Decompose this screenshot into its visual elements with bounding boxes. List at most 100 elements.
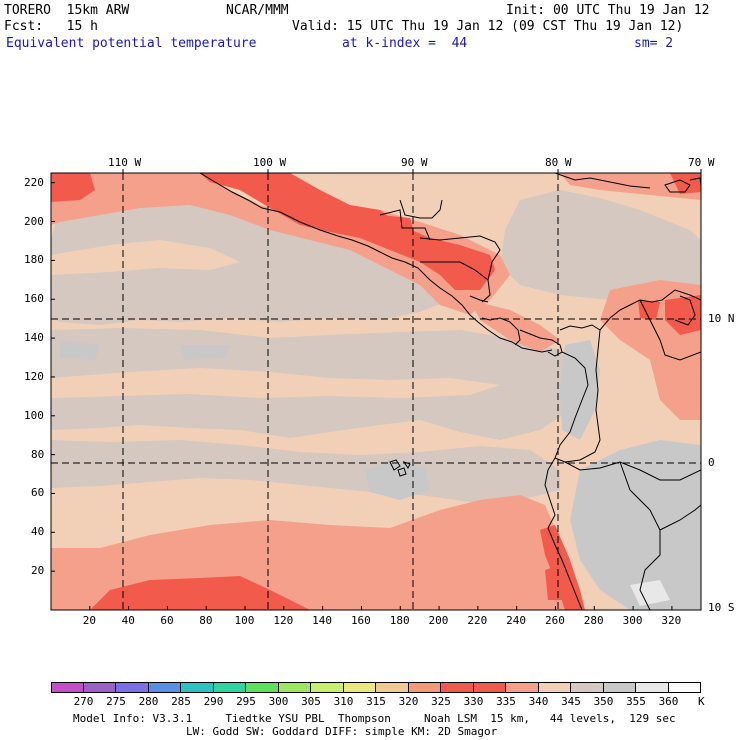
x-tick-label: 160 — [350, 614, 371, 627]
colorbar-level-label: 355 — [626, 695, 646, 708]
panama-coast — [519, 329, 563, 357]
top-ticks — [122, 169, 702, 173]
light-grey-amazon — [630, 580, 670, 606]
colorbar-cell — [116, 683, 149, 693]
colorbar-cell — [181, 683, 214, 693]
x-tick-label: 320 — [661, 614, 682, 627]
salmon-costa-rica — [470, 300, 560, 352]
colorbar-cell — [343, 683, 376, 693]
forecast-hour: Fcst: 15 h — [4, 19, 98, 34]
x-tick-label: 220 — [467, 614, 488, 627]
cuba-coast — [554, 173, 651, 189]
colorbar-cell — [538, 683, 571, 693]
grey-dark-pacific-2 — [180, 345, 230, 360]
colorbar-cell — [311, 683, 344, 693]
colorbar-level-label: 330 — [463, 695, 484, 708]
red-south-pacific — [90, 576, 310, 610]
lon-label-100w: 100 W — [253, 156, 287, 169]
lon-label-80w: 80 W — [545, 156, 572, 169]
ecuador-border — [564, 461, 701, 481]
grey-dark-galapagos — [365, 462, 430, 500]
colorbar-level-label: 290 — [203, 695, 224, 708]
colorbar-level-label: 340 — [528, 695, 549, 708]
colorbar-cell — [506, 683, 539, 693]
organization: NCAR/MMM — [226, 3, 289, 18]
grey-band-south — [51, 440, 560, 502]
colorbar-level-label: 280 — [138, 695, 159, 708]
gulf-honduras-coast — [419, 235, 501, 303]
lon-label-110w: 110 W — [108, 156, 142, 169]
colombia-pacific-coast — [554, 351, 589, 459]
colorbar-unit: K — [698, 695, 705, 708]
field-name: Equivalent potential temperature — [6, 36, 257, 51]
brazil-border — [659, 504, 701, 531]
colorbar-level-label: 345 — [561, 695, 581, 708]
footer-model-info: Model Info: V3.3.1 Tiedtke YSU PBL Thomp… — [73, 712, 676, 725]
y-tick-label: 40 — [31, 525, 45, 539]
colorbar-cell — [278, 683, 311, 693]
y-tick-label: 200 — [24, 214, 44, 228]
colorbar-cell — [441, 683, 474, 693]
ecuador-peru-coast — [544, 457, 583, 610]
colorbar-frame — [51, 682, 701, 693]
y-tick-label: 140 — [24, 331, 44, 345]
y-tick-label: 160 — [24, 292, 44, 306]
x-tick-label: 280 — [583, 614, 604, 627]
grey-dark-colombia — [560, 340, 600, 440]
colorbar-cell — [51, 683, 84, 693]
lat-label-10s: 10 S — [708, 601, 735, 614]
colorbar-cell — [213, 683, 246, 693]
red-northwest-corner — [51, 173, 95, 202]
caribbean-island-1 — [664, 179, 691, 193]
x-tick-label: 100 — [234, 614, 255, 627]
trinidad-coast — [674, 295, 696, 326]
model-name: TORERO 15km ARW — [4, 3, 130, 18]
x-tick-label: 300 — [622, 614, 643, 627]
y-tick-label: 100 — [24, 408, 44, 422]
venezuela-border — [639, 299, 701, 361]
colorbar-level-label: 325 — [431, 695, 451, 708]
y-tick-label: 20 — [31, 564, 45, 578]
grey-band-north — [51, 176, 450, 325]
costa-rica-coast — [481, 317, 521, 346]
lat-label-10n: 10 N — [708, 312, 735, 325]
colorbar-cell — [603, 683, 636, 693]
colorbar-cell — [148, 683, 181, 693]
colombia-border — [554, 329, 601, 463]
level-label: at k-index = 44 — [342, 36, 468, 51]
x-tick-label: 180 — [389, 614, 410, 627]
peach-stripe-1 — [51, 240, 240, 275]
colorbar-level-label: 285 — [171, 695, 191, 708]
y-tick-label: 80 — [31, 447, 45, 461]
mexico-coast — [199, 173, 553, 353]
x-tick-label: 60 — [160, 614, 174, 627]
grey-dark-amazon — [570, 440, 701, 610]
y-tick-label: 180 — [24, 253, 44, 267]
lon-label-90w: 90 W — [401, 156, 428, 169]
colorbar-cell — [408, 683, 441, 693]
yucatan-coast — [399, 199, 443, 219]
red-mexico-coast — [200, 173, 495, 290]
x-tick-label: 240 — [506, 614, 527, 627]
red-venezuela-2 — [638, 300, 660, 320]
red-caribbean-corner — [670, 173, 701, 194]
x-tick-label: 140 — [312, 614, 333, 627]
x-tick-label: 260 — [544, 614, 565, 627]
grey-band-caribbean — [500, 190, 701, 300]
colorbar-level-label: 295 — [236, 695, 256, 708]
y-tick-label: 60 — [31, 486, 45, 500]
valid-time: Valid: 15 UTC Thu 19 Jan 12 (09 CST Thu … — [292, 19, 684, 34]
red-ecuador-coast — [545, 565, 565, 600]
colorbar-level-label: 315 — [366, 695, 386, 708]
lat-label-0: 0 — [708, 456, 715, 469]
colorbar-cell — [246, 683, 279, 693]
colombia-coast — [559, 289, 701, 331]
colorbar-cell — [636, 683, 669, 693]
footer-physics-info: LW: Godd SW: Goddard DIFF: simple KM: 2D… — [186, 725, 498, 738]
peach-stripe-2 — [51, 368, 500, 398]
colorbar-cell — [376, 683, 409, 693]
colorbar-level-label: 335 — [496, 695, 516, 708]
colorbar-level-label: 270 — [73, 695, 94, 708]
y-tick-label: 220 — [24, 175, 44, 189]
